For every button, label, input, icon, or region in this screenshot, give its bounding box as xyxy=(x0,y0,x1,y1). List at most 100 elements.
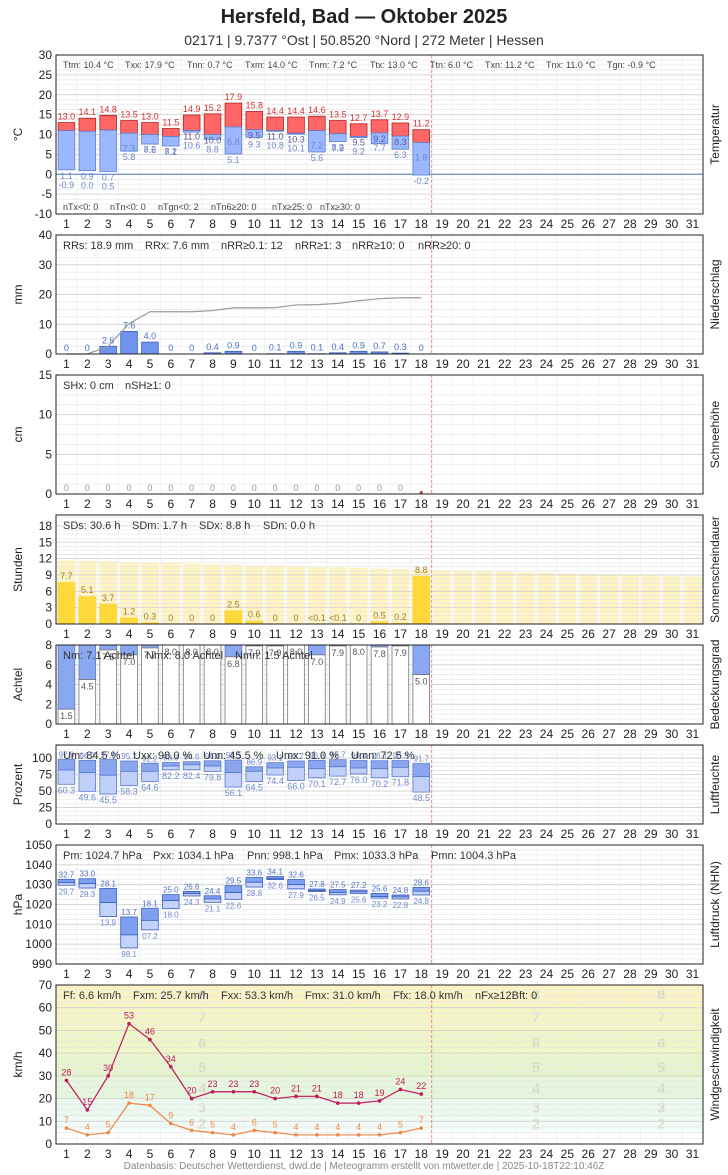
tmin-label: 0.7 xyxy=(102,172,115,182)
tmin-inner-label: 7.7 xyxy=(373,143,386,153)
wind-mean-label: 7 xyxy=(64,1115,69,1125)
panel-stat: Ff: 6.6 km/h xyxy=(63,990,121,1002)
snow-label: 0 xyxy=(85,483,90,493)
tmax-bar xyxy=(57,122,76,131)
snow-label: 0 xyxy=(147,483,152,493)
possible-sunshine-bar xyxy=(120,561,139,624)
wind-gust-line xyxy=(65,1022,422,1112)
y-tick-label: 10 xyxy=(39,1114,53,1128)
pressure-lower-bar xyxy=(203,898,222,903)
cloud-label: 7.9 xyxy=(269,648,282,658)
tmean-label: 9.5 xyxy=(352,137,365,147)
humidity-min-label: 64.5 xyxy=(246,783,264,793)
humidity-lower-bar xyxy=(245,770,264,782)
day-tick-label: 29 xyxy=(644,217,658,231)
day-tick-label: 18 xyxy=(415,827,429,841)
day-tick-label: 11 xyxy=(269,217,282,231)
wind-gust-point xyxy=(106,1074,110,1078)
day-tick-label: 30 xyxy=(665,357,679,371)
y-axis-label: cm xyxy=(11,427,25,443)
day-tick-label: 6 xyxy=(167,627,174,641)
tgnd-label: 0.5 xyxy=(102,181,115,191)
day-tick-label: 4 xyxy=(126,357,133,371)
day-tick-label: 19 xyxy=(435,727,449,741)
panel-side-label: Bedeckungsgrad xyxy=(708,639,722,729)
snow-label: 0 xyxy=(398,483,403,493)
day-tick-label: 30 xyxy=(665,967,679,981)
cloud-label: 8.0 xyxy=(165,647,178,657)
panel-frame xyxy=(55,844,704,965)
day-tick-label: 15 xyxy=(352,827,366,841)
day-tick-label: 17 xyxy=(394,627,408,641)
day-tick-label: 6 xyxy=(167,497,174,511)
possible-sunshine-bar xyxy=(266,565,285,624)
day-tick-label: 25 xyxy=(561,727,575,741)
wind-mean-point xyxy=(85,1133,90,1137)
day-tick-label: 16 xyxy=(373,627,387,641)
pressure-max-label: 28.6 xyxy=(413,878,429,887)
humidity-max-label: 96.8 xyxy=(309,751,325,760)
tmin-inner-label: 1.8 xyxy=(415,152,428,162)
wind-gust-point xyxy=(148,1037,152,1042)
day-tick-label: 3 xyxy=(105,967,112,981)
wind-mean-point xyxy=(356,1133,361,1137)
tmin-bar xyxy=(141,134,159,145)
humidity-lower-bar xyxy=(182,764,201,771)
sunshine-bar xyxy=(370,621,389,624)
day-tick-label: 22 xyxy=(498,827,512,841)
day-tick-label: 18 xyxy=(415,727,429,741)
sunshine-label: 0 xyxy=(356,613,361,623)
day-tick-label: 31 xyxy=(686,727,700,741)
panel-stat: Pmx: 1033.3 hPa xyxy=(334,850,419,862)
day-tick-label: 16 xyxy=(373,357,387,371)
humidity-min-label: 79.8 xyxy=(204,772,222,782)
day-tick-label: 26 xyxy=(582,217,596,231)
temp-count-stat: nTn<0: 0 xyxy=(110,202,146,212)
y-tick-label: 18 xyxy=(39,519,53,533)
cloud-label: 8.0 xyxy=(185,647,198,657)
day-tick-label: 23 xyxy=(519,827,533,841)
possible-sunshine-bar xyxy=(140,562,159,624)
pressure-max-label: 27.2 xyxy=(351,881,367,890)
day-tick-label: 12 xyxy=(289,357,303,371)
day-tick-label: 29 xyxy=(644,627,658,641)
tmin-label: 7.6 xyxy=(144,145,157,155)
sunshine-label: 0.2 xyxy=(394,612,407,622)
day-tick-label: 20 xyxy=(456,967,470,981)
day-tick-label: 27 xyxy=(602,827,616,841)
humidity-min-label: 66.0 xyxy=(287,782,305,792)
y-axis-label: °C xyxy=(11,127,25,141)
wind-mean-point xyxy=(273,1130,277,1135)
day-tick-label: 24 xyxy=(540,727,554,741)
humidity-lower-bar xyxy=(391,766,410,778)
day-tick-label: 15 xyxy=(352,967,366,981)
panel-stat: SDx: 8.8 h xyxy=(199,520,250,532)
pressure-min-label: 07.2 xyxy=(142,932,158,941)
wind-mean-label: 5 xyxy=(106,1120,111,1130)
wind-mean-label: 4 xyxy=(85,1122,90,1132)
tgnd-label: -0.9 xyxy=(59,180,75,190)
y-tick-label: 10 xyxy=(39,317,53,331)
sunshine-label: 1.2 xyxy=(123,606,136,616)
cloud-label: 6.8 xyxy=(227,659,240,669)
day-tick-label: 17 xyxy=(394,827,408,841)
wind-mean-label: 17 xyxy=(145,1092,155,1102)
day-tick-label: 23 xyxy=(519,627,533,641)
day-tick-label: 16 xyxy=(373,827,387,841)
precip-label: 2.6 xyxy=(102,335,115,345)
tmax-label: 15.2 xyxy=(204,103,222,113)
day-tick-label: 15 xyxy=(352,217,366,231)
humidity-lower-bar xyxy=(203,765,222,772)
day-tick-label: 27 xyxy=(602,217,616,231)
panel-side-label: Windgeschwindigkeit xyxy=(708,1008,722,1121)
precip-label: 0.4 xyxy=(332,342,345,352)
day-tick-label: 27 xyxy=(602,967,616,981)
cloud-label: 7.5 xyxy=(102,652,115,662)
wind-gust-point xyxy=(335,1101,340,1105)
day-tick-label: 7 xyxy=(188,827,195,841)
humidity-max-label: 97.7 xyxy=(330,751,346,760)
possible-sunshine-bar xyxy=(224,564,243,624)
pressure-max-label: 18.1 xyxy=(142,899,158,908)
day-tick-label: 6 xyxy=(167,727,174,741)
